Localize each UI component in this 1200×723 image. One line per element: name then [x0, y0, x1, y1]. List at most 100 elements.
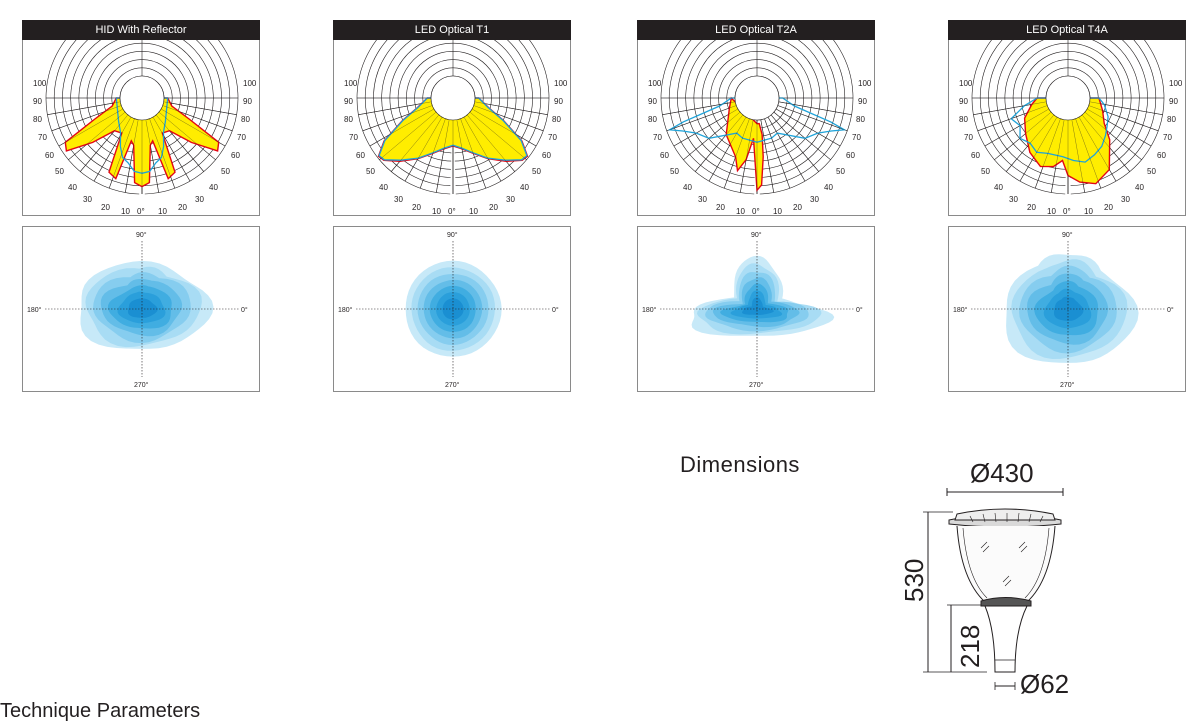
scale-label: 90 — [858, 97, 867, 106]
neck-height-label: 218 — [955, 625, 985, 668]
scale-label: 40 — [824, 183, 833, 192]
scale-label: 30 — [698, 195, 707, 204]
isolux-diagram: 90° 180° 0° 270° — [637, 226, 875, 392]
scale-label: 20 — [489, 203, 498, 212]
panel-t4a: LED Optical T4A 100 100 90 90 80 80 70 70 60 60 50… — [948, 1, 1186, 392]
label-270: 270° — [134, 381, 149, 389]
scale-label: 50 — [221, 167, 230, 176]
zero-label: 0° — [1063, 207, 1071, 216]
label-270: 270° — [445, 381, 460, 389]
width-label: Ø430 — [970, 458, 1034, 488]
scale-label: 90 — [344, 97, 353, 106]
scale-label: 70 — [653, 133, 662, 142]
scale-label: 10 — [121, 207, 130, 216]
scale-label: 70 — [349, 133, 358, 142]
scale-label: 90 — [959, 97, 968, 106]
scale-label: 100 — [959, 79, 973, 88]
scale-label: 40 — [209, 183, 218, 192]
scale-label: 20 — [101, 203, 110, 212]
scale-label: 50 — [836, 167, 845, 176]
scale-label: 60 — [356, 151, 365, 160]
scale-label: 80 — [552, 115, 561, 124]
scale-label: 100 — [33, 79, 47, 88]
polar-diagram: 100 100 90 90 80 80 70 70 60 60 50 50 40 40 30 20 10 10 20… — [637, 1, 875, 216]
scale-label: 60 — [542, 151, 551, 160]
isolux-contours — [80, 260, 214, 349]
scale-label: 100 — [554, 79, 568, 88]
isolux-diagram: 90° 180° 0° 270° — [22, 226, 260, 392]
scale-label: 50 — [366, 167, 375, 176]
scale-label: 30 — [195, 195, 204, 204]
scale-label: 60 — [231, 151, 240, 160]
scale-label: 20 — [1027, 203, 1036, 212]
panel-title: HID With Reflector — [22, 20, 260, 40]
scale-label: 60 — [1157, 151, 1166, 160]
scale-label: 30 — [394, 195, 403, 204]
scale-label: 80 — [33, 115, 42, 124]
zero-label: 0° — [137, 207, 145, 216]
isolux-contours — [1006, 254, 1139, 363]
label-180: 180° — [953, 306, 968, 314]
scale-label: 10 — [469, 207, 478, 216]
label-90: 90° — [751, 231, 762, 239]
scale-label: 70 — [852, 133, 861, 142]
panel-title: LED Optical T4A — [948, 20, 1186, 40]
isolux-contours — [405, 260, 502, 357]
scale-label: 50 — [981, 167, 990, 176]
scale-label: 80 — [1167, 115, 1176, 124]
scale-label: 20 — [716, 203, 725, 212]
scale-label: 90 — [33, 97, 42, 106]
scale-label: 50 — [55, 167, 64, 176]
scale-label: 40 — [68, 183, 77, 192]
scale-label: 80 — [344, 115, 353, 124]
label-0: 0° — [856, 306, 863, 314]
label-0: 0° — [1167, 306, 1174, 314]
scale-label: 30 — [810, 195, 819, 204]
scale-label: 90 — [243, 97, 252, 106]
scale-label: 80 — [959, 115, 968, 124]
scale-label: 40 — [1135, 183, 1144, 192]
scale-label: 30 — [506, 195, 515, 204]
panel-title: LED Optical T2A — [637, 20, 875, 40]
scale-label: 30 — [1121, 195, 1130, 204]
scale-label: 60 — [45, 151, 54, 160]
scale-label: 40 — [683, 183, 692, 192]
scale-label: 100 — [858, 79, 872, 88]
scale-label: 10 — [773, 207, 782, 216]
isolux-diagram: 90° 180° 0° 270° — [333, 226, 571, 392]
scale-label: 70 — [1163, 133, 1172, 142]
base-label: Ø62 — [1020, 669, 1069, 699]
scale-label: 10 — [158, 207, 167, 216]
polar-diagram: 100 100 90 90 80 80 70 70 60 60 50 50 40 40 30 20 10 10 20… — [333, 1, 571, 216]
scale-label: 20 — [412, 203, 421, 212]
scale-label: 10 — [736, 207, 745, 216]
scale-label: 80 — [241, 115, 250, 124]
label-180: 180° — [642, 306, 657, 314]
scale-label: 90 — [554, 97, 563, 106]
scale-label: 100 — [344, 79, 358, 88]
scale-label: 40 — [520, 183, 529, 192]
label-180: 180° — [27, 306, 42, 314]
polar-diagram: 100 100 90 90 80 80 70 70 60 60 50 50 40 40 30 20 10 10 20… — [948, 1, 1186, 216]
scale-label: 50 — [670, 167, 679, 176]
scale-label: 100 — [1169, 79, 1183, 88]
label-180: 180° — [338, 306, 353, 314]
scale-label: 60 — [971, 151, 980, 160]
label-90: 90° — [136, 231, 147, 239]
lamp-dimension-drawing: Ø430 530 218 Ø62 — [899, 458, 1069, 699]
label-270: 270° — [749, 381, 764, 389]
label-90: 90° — [1062, 231, 1073, 239]
isolux-diagram: 90° 180° 0° 270° — [948, 226, 1186, 392]
scale-label: 50 — [532, 167, 541, 176]
scale-label: 30 — [1009, 195, 1018, 204]
scale-label: 70 — [548, 133, 557, 142]
panel-t2a: LED Optical T2A 100 100 90 90 80 80 70 70 60 60 50… — [637, 1, 875, 392]
scale-label: 10 — [1084, 207, 1093, 216]
label-270: 270° — [1060, 381, 1075, 389]
scale-label: 30 — [83, 195, 92, 204]
label-0: 0° — [552, 306, 559, 314]
zero-label: 0° — [752, 207, 760, 216]
scale-label: 70 — [964, 133, 973, 142]
scale-label: 100 — [243, 79, 257, 88]
scale-label: 80 — [856, 115, 865, 124]
